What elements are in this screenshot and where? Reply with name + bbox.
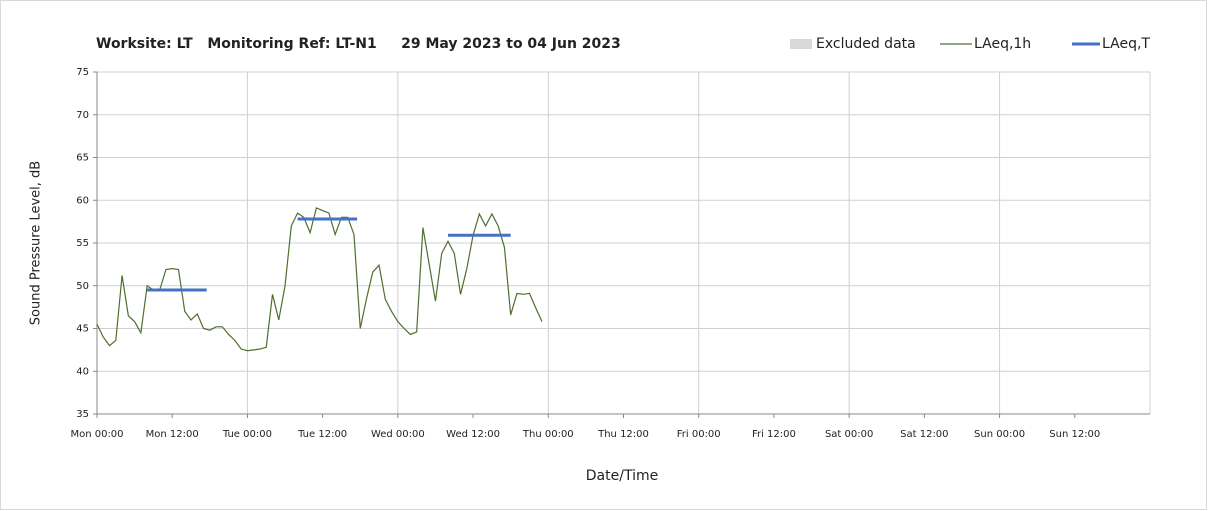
x-tick-label: Sat 00:00 bbox=[825, 429, 873, 440]
y-tick-label: 50 bbox=[76, 281, 89, 292]
x-tick-label: Sun 12:00 bbox=[1049, 429, 1100, 440]
x-axis-label: Date/Time bbox=[586, 468, 658, 484]
x-tick-label: Fri 00:00 bbox=[677, 429, 721, 440]
y-tick-label: 70 bbox=[76, 110, 89, 121]
y-tick-label: 40 bbox=[76, 366, 89, 377]
x-tick-label: Mon 00:00 bbox=[70, 429, 123, 440]
x-tick-label: Thu 12:00 bbox=[597, 429, 649, 440]
x-tick-label: Wed 00:00 bbox=[371, 429, 425, 440]
y-tick-label: 60 bbox=[76, 195, 89, 206]
x-tick-label: Sat 12:00 bbox=[900, 429, 948, 440]
y-tick-label: 45 bbox=[76, 324, 89, 335]
x-tick-label: Wed 12:00 bbox=[446, 429, 500, 440]
x-tick-label: Tue 00:00 bbox=[222, 429, 272, 440]
x-tick-label: Tue 12:00 bbox=[297, 429, 347, 440]
x-tick-label: Thu 00:00 bbox=[522, 429, 574, 440]
y-tick-label: 35 bbox=[76, 409, 89, 420]
y-tick-label: 55 bbox=[76, 238, 89, 249]
legend-swatch bbox=[790, 39, 812, 49]
legend-label: LAeq,T bbox=[1102, 36, 1150, 52]
x-tick-label: Sun 00:00 bbox=[974, 429, 1025, 440]
x-tick-label: Mon 12:00 bbox=[146, 429, 199, 440]
data-line bbox=[96, 207, 543, 352]
x-tick-label: Fri 12:00 bbox=[752, 429, 796, 440]
legend-label: LAeq,1h bbox=[974, 36, 1031, 52]
y-tick-label: 75 bbox=[76, 67, 89, 78]
y-axis-label: Sound Pressure Level, dB bbox=[29, 161, 44, 325]
y-tick-label: 65 bbox=[76, 153, 89, 164]
chart-title: Worksite: LT Monitoring Ref: LT-N1 29 Ma… bbox=[96, 36, 621, 52]
legend-label: Excluded data bbox=[816, 36, 916, 52]
